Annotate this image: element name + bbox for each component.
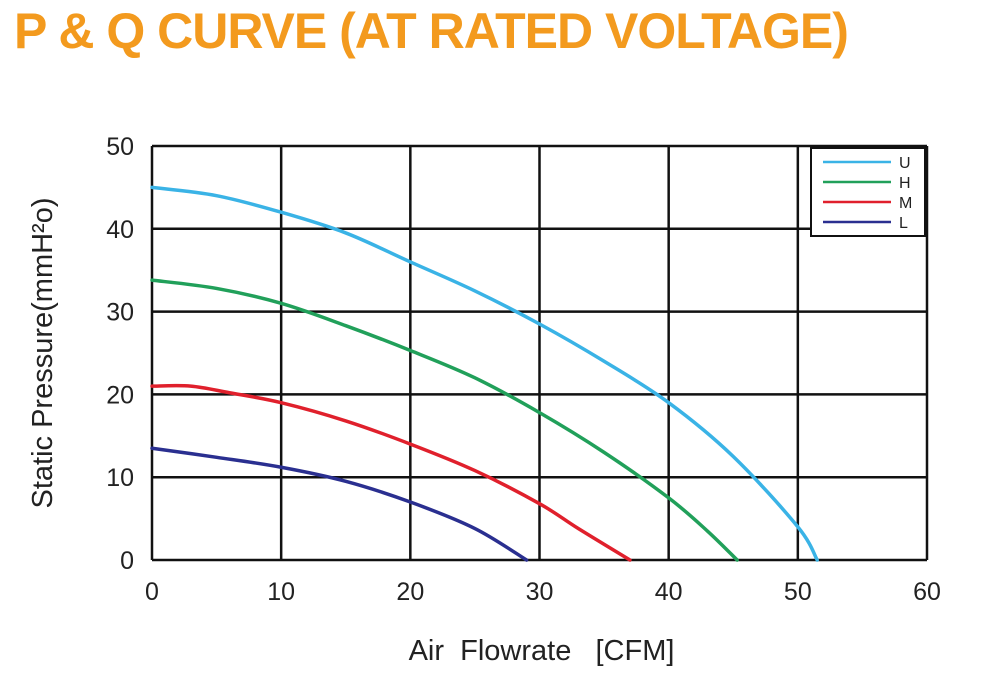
y-tick-label: 30 [106,299,134,327]
y-tick-label: 0 [120,547,134,575]
x-axis-label: Air Flowrate [CFM] [409,635,675,667]
x-tick-label: 50 [784,578,812,606]
legend-label-l: L [899,215,908,232]
tick-labels: 0 10 20 30 40 50 60 0 10 20 30 40 50 [106,133,941,606]
x-tick-label: 60 [913,578,941,606]
y-tick-label: 20 [106,381,134,409]
legend-label-h: H [899,175,911,192]
x-tick-label: 40 [655,578,683,606]
curve-l [150,446,529,562]
chart-title: P & Q CURVE (AT RATED VOLTAGE) [14,3,849,59]
curves [150,185,819,562]
legend-label-m: M [899,195,912,212]
legend-label-u: U [899,155,911,172]
y-tick-label: 10 [106,464,134,492]
y-tick-label: 40 [106,216,134,244]
y-axis-label: Static Pressure(mmH²o) [27,198,59,509]
x-tick-label: 0 [145,578,159,606]
curve-h [150,278,739,562]
curve-u [150,185,819,562]
x-tick-label: 10 [267,578,295,606]
grid-lines [150,144,929,562]
y-tick-label: 50 [106,133,134,161]
x-tick-label: 30 [526,578,554,606]
x-tick-label: 20 [396,578,424,606]
curve-m [150,383,632,562]
